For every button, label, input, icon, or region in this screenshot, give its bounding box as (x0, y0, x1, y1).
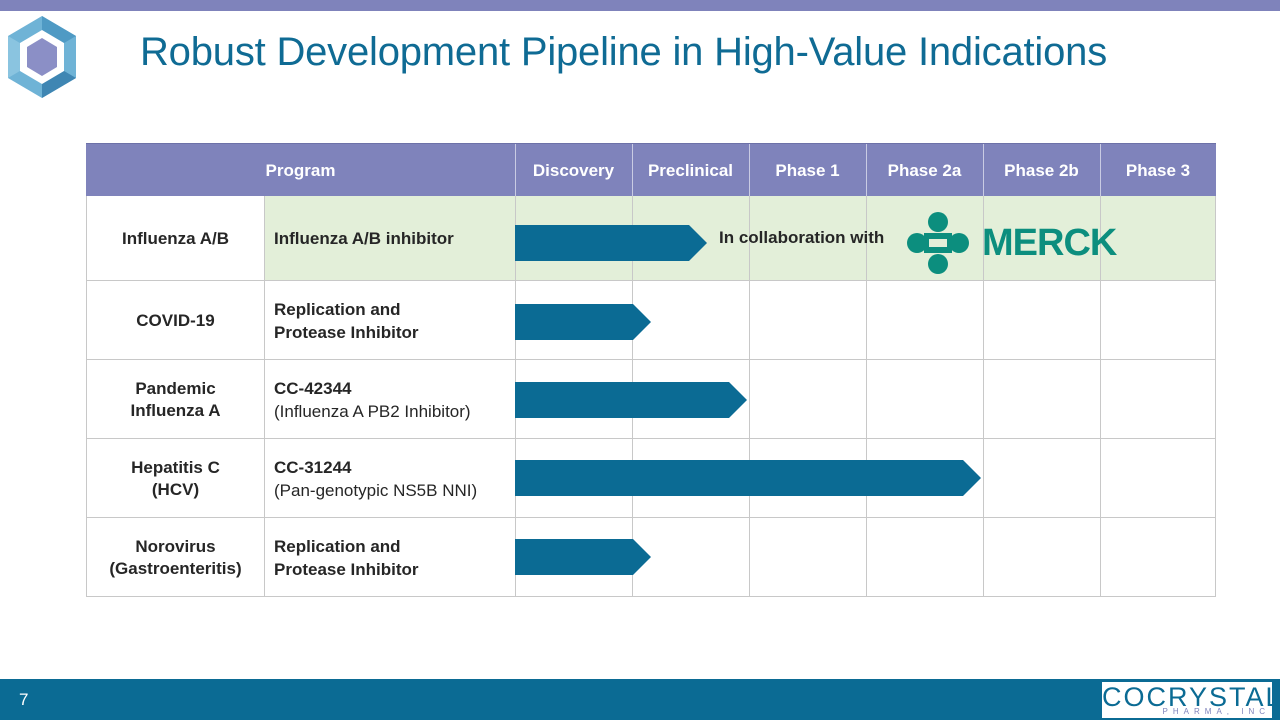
header-program: Program (265, 161, 336, 180)
program-cell: Replication and Protease Inhibitor (274, 281, 514, 360)
grid-line (983, 196, 984, 597)
merck-logo-icon (907, 212, 969, 274)
progress-arrow-norovirus (515, 539, 651, 575)
grid-line (86, 196, 87, 597)
header-phase-1: Phase 1 (775, 161, 840, 180)
indication-label: Norovirus (135, 536, 216, 556)
header-preclinical: Preclinical (647, 161, 734, 180)
cocrystal-footer-logo: COCRYSTAL PHARMA, INC (1102, 682, 1280, 718)
progress-arrow-covid-19 (515, 304, 651, 340)
program-cell: CC-42344 (Influenza A PB2 Inhibitor) (274, 360, 514, 439)
header-separator (866, 144, 867, 197)
pipeline-table: Program Discovery Preclinical Phase 1 Ph… (86, 143, 1216, 597)
program-label: Replication and (274, 536, 401, 556)
indication-label: Hepatitis C (131, 457, 220, 477)
brand-subtitle: PHARMA, INC (1162, 707, 1270, 716)
grid-line (1100, 196, 1101, 597)
indication-cell: COVID-19 (86, 281, 265, 360)
header-separator (1100, 144, 1101, 197)
program-code: CC-42344 (274, 378, 352, 398)
header-discovery: Discovery (532, 161, 615, 180)
indication-label: (HCV) (151, 479, 200, 499)
collaboration-text: In collaboration with (719, 228, 885, 247)
program-label: Protease Inhibitor (274, 559, 419, 579)
progress-arrow-hepatitis-c (515, 460, 981, 496)
table-row: Pandemic Influenza A CC-42344 (Influenza… (86, 360, 1216, 439)
header-phase-3: Phase 3 (1125, 161, 1191, 180)
table-row: Norovirus (Gastroenteritis) Replication … (86, 518, 1216, 597)
grid-line (866, 196, 867, 597)
brand-name: COCRYSTAL (1102, 682, 1280, 712)
collaboration-highlight (265, 196, 1216, 280)
header-separator (632, 144, 633, 197)
indication-label: COVID-19 (136, 310, 215, 330)
program-label: Replication and (274, 299, 401, 319)
indication-label: Influenza A (130, 400, 221, 420)
header-separator (983, 144, 984, 197)
progress-arrow-influenza-ab (515, 225, 707, 261)
header-separator (515, 144, 516, 197)
indication-label: Influenza A/B (121, 228, 230, 248)
indication-cell: Pandemic Influenza A (86, 360, 265, 439)
page-number: 7 (19, 690, 29, 709)
table-row: Hepatitis C (HCV) CC-31244 (Pan-genotypi… (86, 439, 1216, 518)
program-label: Influenza A/B inhibitor (274, 229, 454, 248)
program-cell: CC-31244 (Pan-genotypic NS5B NNI) (274, 439, 514, 518)
indication-cell: Hepatitis C (HCV) (86, 439, 265, 518)
header-separator (749, 144, 750, 197)
indication-label: Pandemic (135, 378, 216, 398)
table-row: Influenza A/B Influenza A/B inhibitor (86, 196, 1216, 281)
indication-label: (Gastroenteritis) (109, 558, 242, 578)
grid-line (1215, 196, 1216, 597)
indication-cell: Norovirus (Gastroenteritis) (86, 518, 265, 597)
top-accent-bar (0, 0, 1280, 11)
table-header-row: Program Discovery Preclinical Phase 1 Ph… (86, 143, 1216, 197)
program-code: CC-31244 (274, 457, 352, 477)
footer-bar (0, 679, 1280, 720)
grid-line (749, 196, 750, 597)
table-row: COVID-19 Replication and Protease Inhibi… (86, 281, 1216, 360)
grid-line (264, 196, 265, 597)
indication-cell: Influenza A/B (86, 196, 265, 281)
program-description: (Influenza A PB2 Inhibitor) (274, 401, 471, 421)
program-cell: Influenza A/B inhibitor (274, 196, 514, 281)
slide-title: Robust Development Pipeline in High-Valu… (140, 30, 1107, 74)
header-phase-2a: Phase 2a (887, 161, 962, 180)
program-cell: Replication and Protease Inhibitor (274, 518, 514, 597)
cocrystal-hexagon-logo-icon (8, 16, 76, 98)
header-phase-2b: Phase 2b (1004, 161, 1079, 180)
program-description: (Pan-genotypic NS5B NNI) (274, 480, 478, 500)
progress-arrow-pandemic-influenza (515, 382, 747, 418)
merck-wordmark: MERCK (982, 222, 1117, 264)
program-label: Protease Inhibitor (274, 322, 419, 342)
